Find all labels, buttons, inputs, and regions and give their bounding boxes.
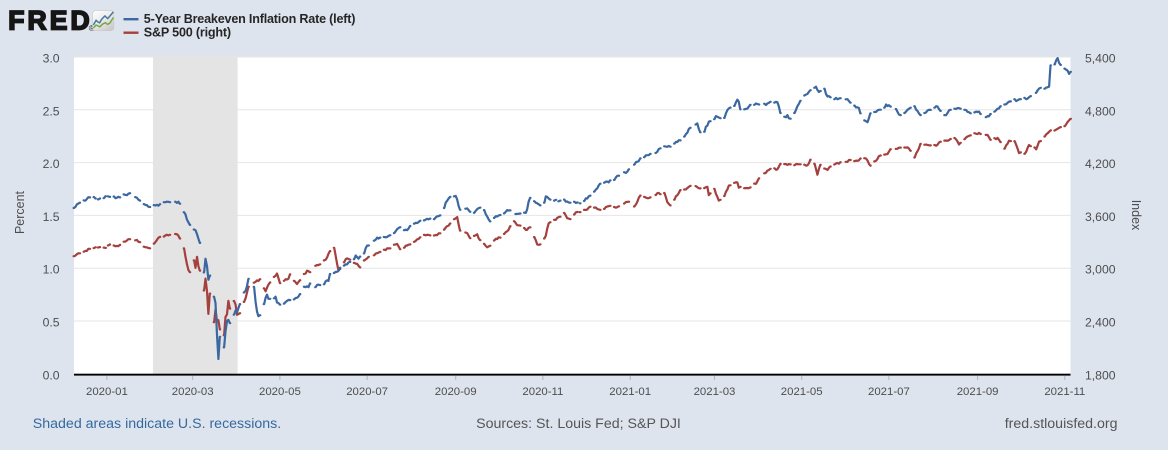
svg-text:2020-03: 2020-03 <box>172 386 214 398</box>
svg-text:FRED: FRED <box>8 5 93 35</box>
svg-text:2020-07: 2020-07 <box>346 386 388 398</box>
svg-text:2021-01: 2021-01 <box>609 386 651 398</box>
svg-text:Percent: Percent <box>13 190 27 234</box>
svg-text:4,200: 4,200 <box>1085 157 1116 171</box>
svg-text:5-Year Breakeven Inflation Rat: 5-Year Breakeven Inflation Rate (left) <box>144 12 355 26</box>
svg-text:2020-11: 2020-11 <box>522 386 563 398</box>
svg-text:0.5: 0.5 <box>43 316 60 330</box>
svg-text:Shaded areas indicate U.S. rec: Shaded areas indicate U.S. recessions. <box>33 416 281 432</box>
svg-text:4,800: 4,800 <box>1085 104 1116 118</box>
svg-text:1.5: 1.5 <box>43 210 60 224</box>
svg-text:2,400: 2,400 <box>1085 316 1116 330</box>
svg-text:2021-03: 2021-03 <box>694 386 736 398</box>
svg-text:®: ® <box>89 23 96 33</box>
svg-text:1.0: 1.0 <box>43 263 60 277</box>
svg-text:2021-11: 2021-11 <box>1044 386 1085 398</box>
svg-text:2020-05: 2020-05 <box>259 386 301 398</box>
svg-text:2021-09: 2021-09 <box>957 386 999 398</box>
svg-text:1,800: 1,800 <box>1085 368 1116 382</box>
svg-text:2020-09: 2020-09 <box>435 386 477 398</box>
svg-text:3,000: 3,000 <box>1085 263 1116 277</box>
svg-text:3,600: 3,600 <box>1085 210 1116 224</box>
svg-text:S&P 500 (right): S&P 500 (right) <box>144 26 231 40</box>
svg-text:2021-07: 2021-07 <box>868 386 910 398</box>
svg-text:2.5: 2.5 <box>43 104 60 118</box>
svg-text:2020-01: 2020-01 <box>86 386 128 398</box>
svg-text:Index: Index <box>1129 200 1143 231</box>
svg-text:5,400: 5,400 <box>1085 52 1116 66</box>
svg-text:3.0: 3.0 <box>43 52 60 66</box>
svg-text:0.0: 0.0 <box>43 368 60 382</box>
svg-text:2.0: 2.0 <box>43 157 60 171</box>
svg-text:fred.stlouisfed.org: fred.stlouisfed.org <box>1005 416 1118 432</box>
svg-text:Sources: St. Louis Fed; S&P DJ: Sources: St. Louis Fed; S&P DJI <box>476 416 681 432</box>
svg-text:2021-05: 2021-05 <box>781 386 823 398</box>
